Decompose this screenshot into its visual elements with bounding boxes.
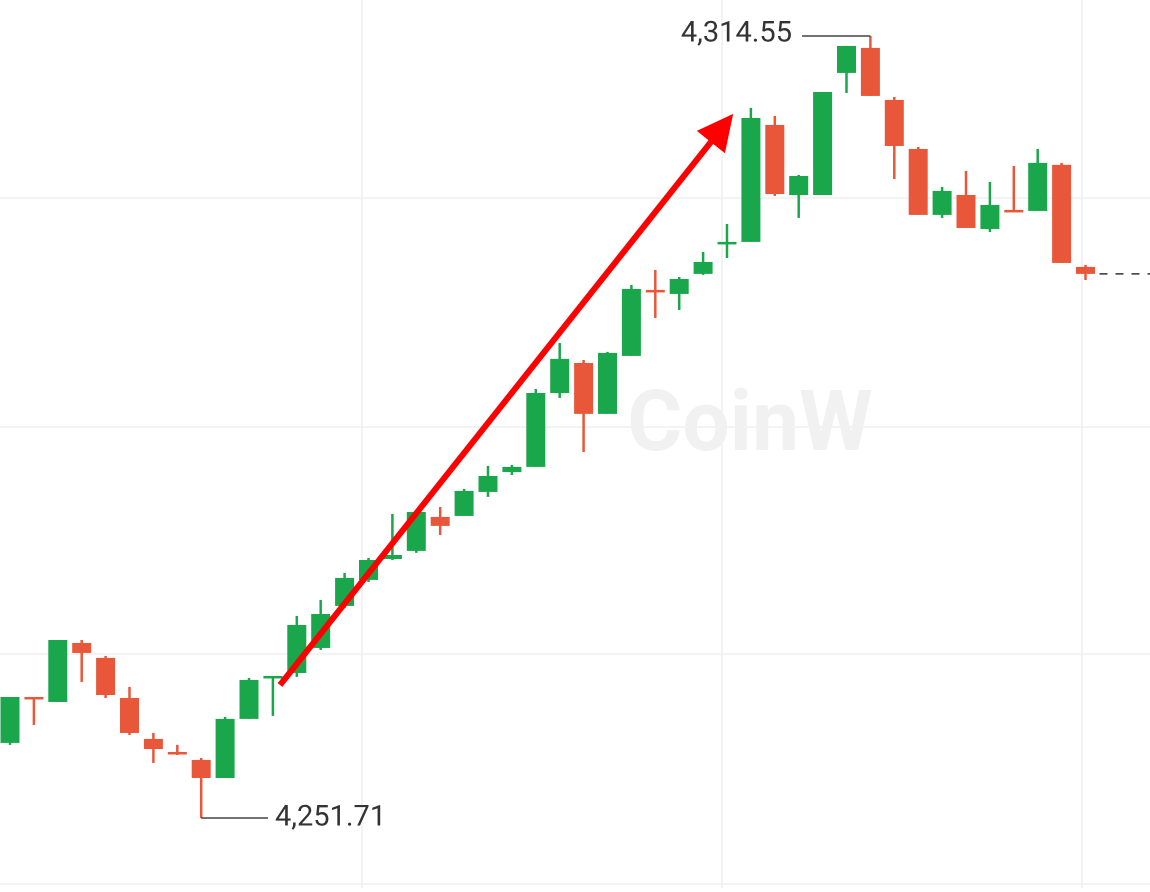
candle-body (72, 643, 91, 653)
candle-body (622, 289, 641, 356)
candle-body (502, 467, 521, 472)
candle-body (1, 697, 20, 743)
candle-body (96, 658, 115, 695)
candle-body (574, 363, 593, 414)
candle-body (670, 279, 689, 294)
candle-body (837, 46, 856, 73)
candle-body (48, 640, 67, 702)
candle-body (909, 149, 928, 215)
candle-body (144, 739, 163, 749)
candle-body (765, 125, 784, 194)
candle-body (694, 262, 713, 274)
candle-body (957, 195, 976, 228)
candle-body (885, 100, 904, 146)
candle-body (1076, 267, 1095, 274)
candle-body (455, 491, 474, 516)
candle-body (168, 752, 187, 755)
candle-body (1052, 165, 1071, 263)
candle-body (861, 48, 880, 96)
candle-body (192, 760, 211, 778)
candle-body (1028, 163, 1047, 211)
candle-body (813, 92, 832, 195)
candle-body (240, 680, 259, 719)
candle-body (431, 517, 450, 526)
high-label: 4,314.55 (681, 16, 792, 50)
candle-body (263, 676, 282, 679)
candle-body (550, 359, 569, 393)
candle-body (980, 205, 999, 229)
candle-body (646, 290, 665, 293)
candle-body (479, 476, 498, 492)
candle-body (526, 393, 545, 467)
candle-body (1004, 210, 1023, 213)
candle-body (598, 353, 617, 414)
watermark: CoinW (627, 372, 872, 471)
candle-body (24, 697, 43, 700)
candle-body (718, 242, 737, 245)
candle-body (789, 176, 808, 195)
candle-body (120, 698, 139, 733)
candle-body (741, 118, 760, 242)
candle-body (216, 719, 235, 778)
low-label: 4,251.71 (275, 800, 386, 834)
candle-body (933, 191, 952, 215)
